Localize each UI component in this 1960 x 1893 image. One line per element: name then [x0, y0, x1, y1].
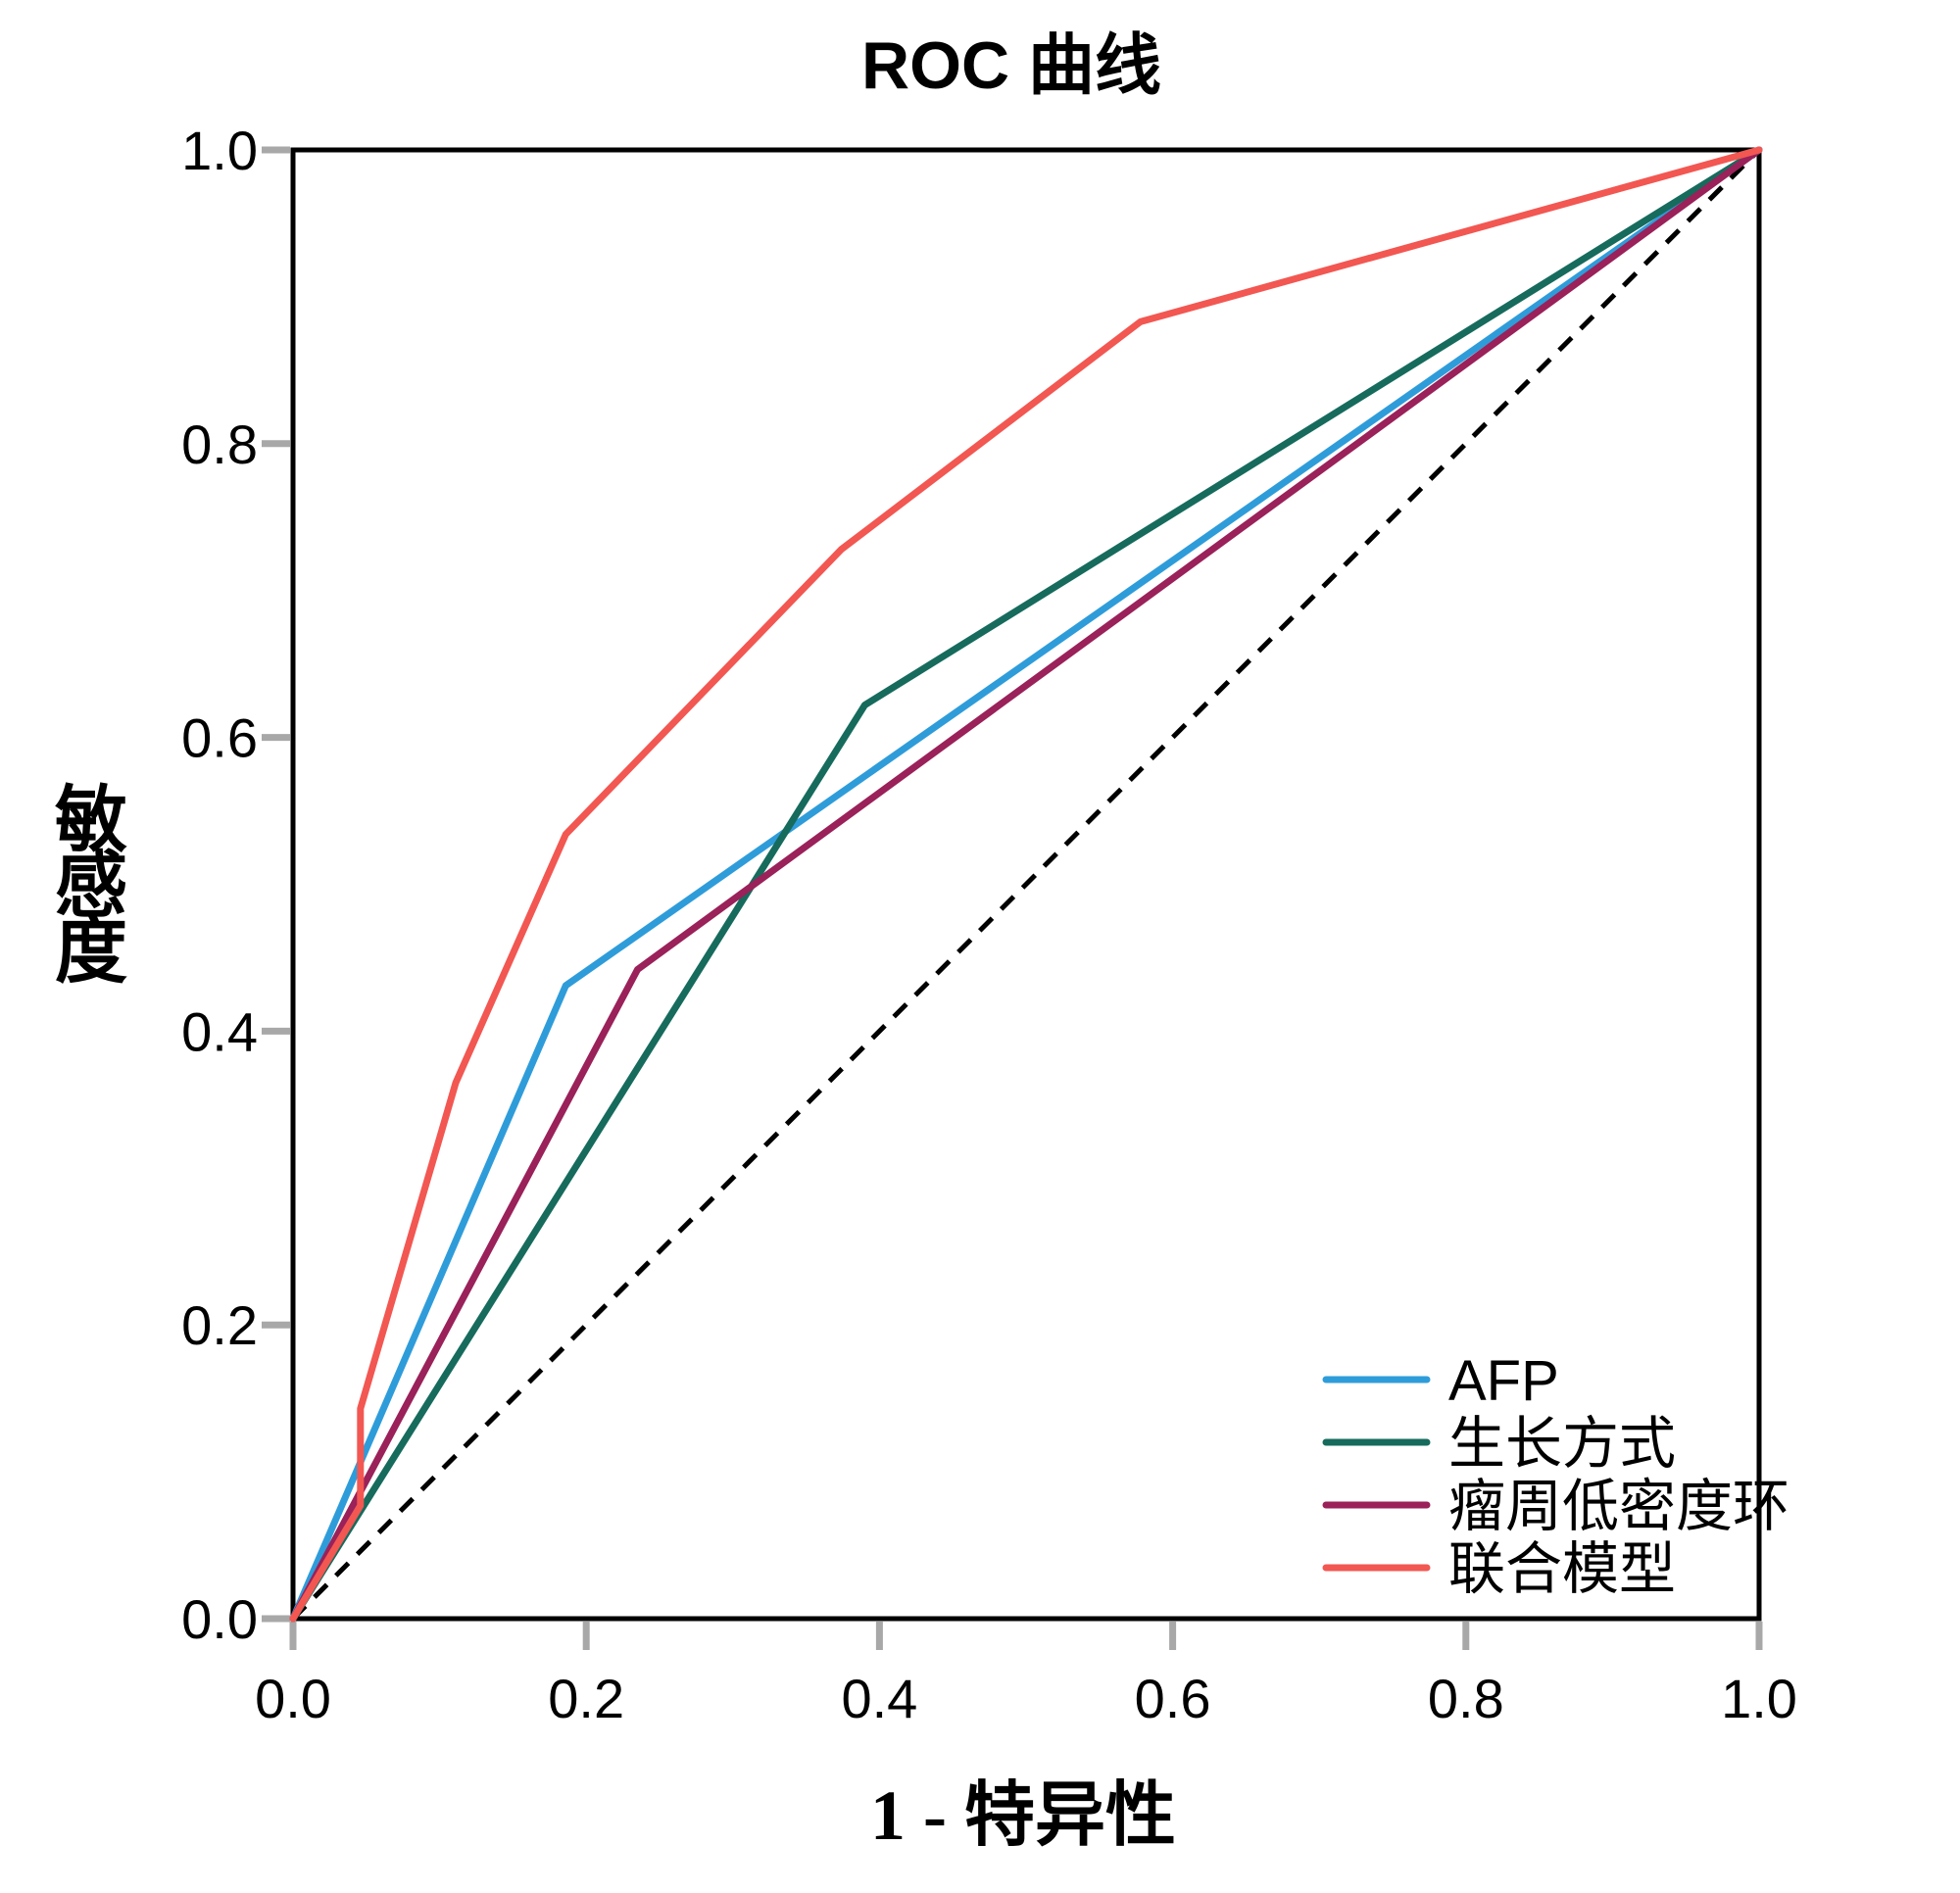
- reference-diagonal-line: [291, 148, 1761, 1621]
- y-tick-label: 0.8: [181, 413, 258, 475]
- chart-title: ROC 曲线: [861, 28, 1161, 103]
- y-axis-label-char: 敏: [55, 781, 127, 861]
- y-tick-label: 0.6: [181, 707, 258, 769]
- x-tick-label: 0.8: [1428, 1668, 1504, 1729]
- plot-frame: [290, 147, 1762, 1622]
- y-tick-label: 0.4: [181, 1000, 258, 1062]
- y-axis-label-char: 感: [55, 847, 127, 927]
- roc-curve-peritumoral-ring: [289, 146, 1763, 1623]
- roc-curve-growth-pattern: [289, 146, 1763, 1623]
- x-tick-label: 0.6: [1135, 1668, 1211, 1729]
- legend-label: AFP: [1448, 1349, 1559, 1413]
- x-tick-label: 0.2: [548, 1668, 624, 1729]
- legend-label: 联合模型: [1448, 1537, 1676, 1601]
- y-tick-label: 0.2: [181, 1294, 258, 1356]
- legend-label: 生长方式: [1448, 1412, 1676, 1476]
- y-tick-label: 0.0: [181, 1588, 258, 1650]
- x-tick-label: 0.0: [255, 1668, 331, 1729]
- x-tick-label: 0.4: [841, 1668, 917, 1729]
- x-axis-label: 1 - 特异性: [870, 1776, 1176, 1855]
- legend-label: 瘤周低密度环: [1448, 1475, 1789, 1538]
- roc-curve-afp: [289, 146, 1763, 1623]
- roc-curve-combined-model: [289, 146, 1763, 1623]
- y-axis-label-char: 度: [55, 912, 127, 993]
- y-tick-label: 1.0: [181, 120, 258, 181]
- x-tick-label: 1.0: [1721, 1668, 1797, 1729]
